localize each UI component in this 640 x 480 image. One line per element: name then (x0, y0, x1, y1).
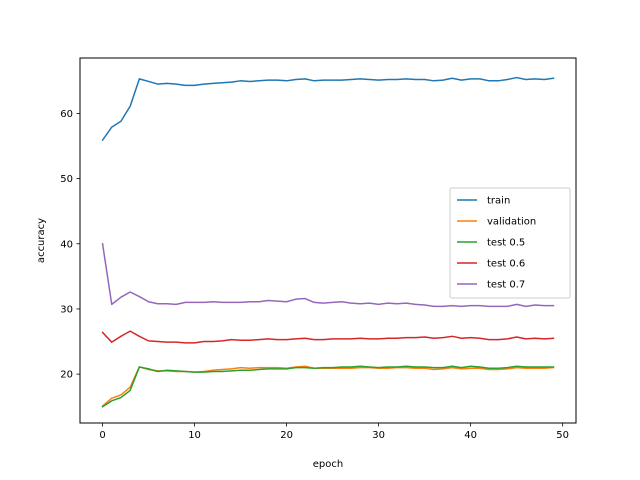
legend: train validation test 0.5 test 0.6 test 0.7 (449, 187, 571, 299)
y-tick-label: 40 (60, 239, 73, 250)
x-axis-ticks: 0 10 20 30 40 50 (99, 423, 569, 441)
legend-label: validation (487, 217, 536, 228)
y-tick-label: 20 (60, 370, 73, 381)
legend-box (449, 187, 571, 299)
x-tick-label: 30 (372, 430, 385, 441)
plot-frame (79, 57, 577, 424)
legend-label: train (487, 196, 510, 207)
x-tick-label: 50 (556, 430, 569, 441)
series-line-test-0-5 (101, 365, 555, 408)
x-axis-label: epoch (313, 459, 343, 470)
series-line-train (101, 76, 555, 142)
y-tick-label: 50 (60, 174, 73, 185)
y-tick-label: 60 (60, 109, 73, 120)
series-line-test-0-7 (101, 242, 555, 308)
legend-label: test 0.5 (487, 238, 525, 249)
x-tick-label: 40 (464, 430, 477, 441)
legend-label: test 0.7 (487, 280, 525, 291)
series-layer (101, 76, 555, 408)
y-axis-label: accuracy (36, 218, 47, 263)
y-tick-label: 30 (60, 304, 73, 315)
legend-label: test 0.6 (487, 259, 525, 270)
x-tick-label: 0 (99, 430, 105, 441)
series-line-test-0-6 (101, 330, 555, 344)
x-tick-label: 10 (188, 430, 201, 441)
y-axis-ticks: 20 30 40 50 60 (60, 109, 80, 381)
x-tick-label: 20 (280, 430, 293, 441)
